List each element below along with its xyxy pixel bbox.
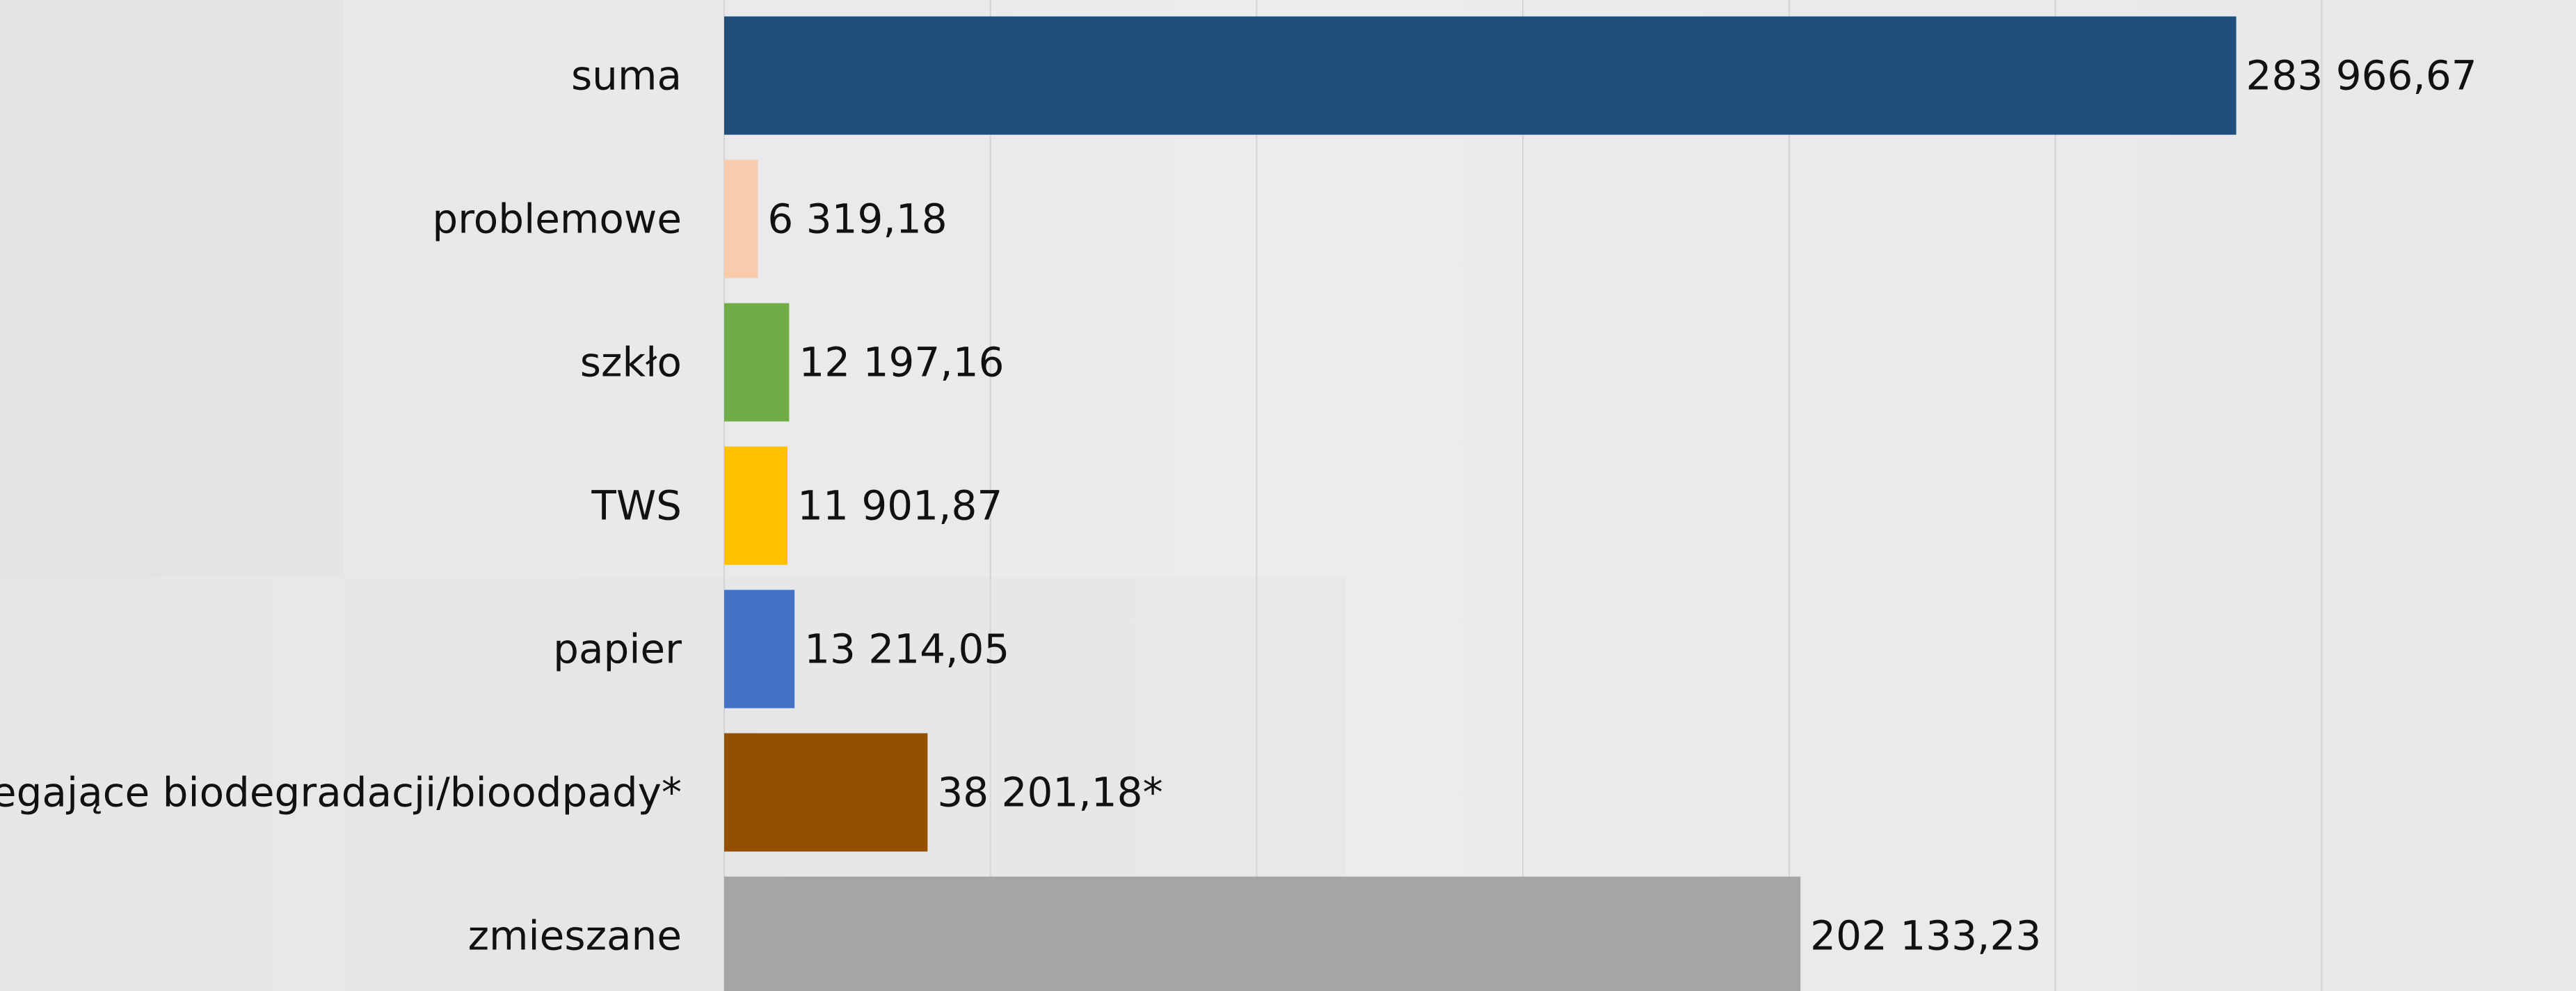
bar xyxy=(724,446,788,565)
y-tick-label: suma xyxy=(571,52,682,100)
bar xyxy=(724,303,790,422)
data-label: 6 319,18 xyxy=(767,196,947,243)
data-label: 11 901,87 xyxy=(797,482,1002,530)
y-tick-label: zmieszane xyxy=(468,912,682,960)
y-tick-label: szkło xyxy=(580,339,682,386)
data-label: 283 966,67 xyxy=(2246,52,2477,100)
y-tick-label: ulegające biodegradacji/bioodpady* xyxy=(0,769,682,816)
bar xyxy=(724,589,795,708)
data-label: 38 201,18* xyxy=(937,769,1162,816)
bar xyxy=(724,733,928,852)
y-tick-label: papier xyxy=(553,626,682,673)
data-label: 13 214,05 xyxy=(804,626,1009,673)
background-panel xyxy=(0,0,344,578)
data-label: 202 133,23 xyxy=(1810,912,2041,960)
y-tick-label: TWS xyxy=(591,482,682,530)
bar xyxy=(724,16,2237,135)
data-label: 12 197,16 xyxy=(799,339,1004,386)
y-tick-label: problemowe xyxy=(432,196,682,243)
bar xyxy=(724,159,758,278)
bar xyxy=(724,876,1801,991)
